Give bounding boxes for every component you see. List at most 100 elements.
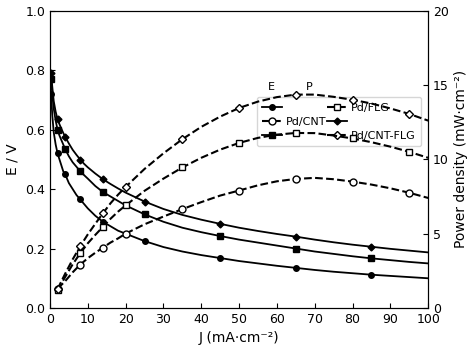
P_CNTFLG	[387, 106, 393, 111]
E_CNT	[55, 151, 60, 155]
E_CNT	[66, 181, 72, 185]
E_FLG	[425, 261, 431, 265]
P_CNTFLG	[293, 92, 299, 97]
P_FLG	[236, 141, 242, 145]
P_CNT	[180, 207, 185, 211]
P_CNTFLG	[406, 112, 412, 116]
P_CNT	[55, 286, 60, 291]
E_CNTFLG	[236, 226, 242, 230]
E_FLG	[100, 190, 106, 194]
E_FLG	[53, 119, 58, 123]
E_FLG	[49, 92, 55, 96]
E_CNTFLG	[85, 165, 91, 170]
E_CNTFLG	[62, 134, 68, 139]
P_CNTFLG	[100, 211, 106, 216]
P_FLG	[180, 165, 185, 170]
Text: P: P	[306, 82, 312, 92]
E_CNTFLG	[274, 232, 280, 236]
E_CNT	[350, 271, 356, 275]
P_CNTFLG	[85, 232, 91, 237]
E_FLG	[66, 154, 72, 158]
E_FLG	[123, 203, 128, 207]
P_CNT	[142, 222, 147, 226]
Y-axis label: Power density (mW·cm⁻²): Power density (mW·cm⁻²)	[455, 70, 468, 249]
E_FLG	[73, 165, 79, 169]
E_CNT	[369, 273, 374, 277]
E_CNT	[92, 214, 98, 218]
E_CNTFLG	[48, 71, 54, 75]
E_CNTFLG	[49, 84, 55, 88]
E_CNT	[49, 113, 55, 117]
E_CNT	[108, 224, 113, 229]
P_CNTFLG	[77, 244, 83, 249]
P_FLG	[217, 147, 223, 152]
P_CNTFLG	[199, 125, 204, 129]
E_CNT	[180, 250, 185, 254]
E_FLG	[77, 169, 83, 173]
E_CNTFLG	[406, 249, 412, 253]
P_CNT	[236, 188, 242, 193]
E_CNTFLG	[108, 182, 113, 186]
P_CNT	[350, 179, 356, 184]
E_FLG	[58, 138, 64, 142]
E_CNT	[199, 253, 204, 257]
P_CNTFLG	[350, 98, 356, 102]
E_FLG	[236, 238, 242, 242]
P_FLG	[92, 233, 98, 237]
E_CNTFLG	[81, 162, 87, 166]
P_CNT	[123, 232, 128, 236]
P_CNT	[161, 214, 166, 219]
E_CNT	[331, 270, 337, 274]
E_FLG	[108, 194, 113, 199]
P_CNTFLG	[92, 221, 98, 226]
P_FLG	[115, 210, 121, 214]
P_CNT	[108, 240, 113, 245]
P_CNT	[425, 196, 431, 200]
P_CNTFLG	[108, 201, 113, 205]
P_FLG	[331, 133, 337, 138]
E_CNTFLG	[73, 153, 79, 157]
P_CNTFLG	[161, 151, 166, 155]
P_FLG	[425, 156, 431, 160]
E_CNTFLG	[425, 250, 431, 254]
E_FLG	[387, 258, 393, 262]
E_CNTFLG	[199, 218, 204, 222]
E_FLG	[161, 220, 166, 224]
P_CNTFLG	[123, 185, 128, 189]
P_FLG	[62, 275, 68, 279]
E_CNT	[85, 206, 91, 211]
E_CNTFLG	[180, 213, 185, 217]
P_FLG	[55, 288, 60, 292]
E_CNT	[293, 266, 299, 270]
E_CNT	[142, 239, 147, 243]
P_FLG	[255, 136, 261, 140]
E_CNTFLG	[387, 247, 393, 251]
E_CNT	[51, 131, 56, 135]
P_CNTFLG	[180, 137, 185, 141]
P_CNT	[199, 200, 204, 204]
E_FLG	[331, 252, 337, 256]
Line: P_CNT: P_CNT	[54, 174, 432, 292]
E_CNT	[406, 275, 412, 279]
E_CNT	[236, 259, 242, 263]
Line: E_CNTFLG: E_CNTFLG	[49, 71, 430, 255]
E_CNTFLG	[293, 234, 299, 239]
E_CNTFLG	[123, 191, 128, 195]
E_FLG	[274, 244, 280, 248]
E_CNTFLG	[100, 177, 106, 181]
P_FLG	[369, 140, 374, 144]
E_FLG	[70, 160, 75, 164]
E_CNT	[81, 202, 87, 206]
E_CNTFLG	[66, 141, 72, 146]
P_CNTFLG	[62, 272, 68, 276]
E_FLG	[48, 77, 54, 81]
Line: P_CNTFLG: P_CNTFLG	[55, 92, 431, 292]
X-axis label: J (mA·cm⁻²): J (mA·cm⁻²)	[199, 331, 279, 345]
P_CNT	[387, 186, 393, 190]
P_FLG	[100, 225, 106, 229]
P_CNT	[274, 179, 280, 184]
E_CNT	[62, 172, 68, 176]
E_CNTFLG	[77, 158, 83, 162]
P_FLG	[387, 145, 393, 149]
E_CNT	[70, 187, 75, 191]
